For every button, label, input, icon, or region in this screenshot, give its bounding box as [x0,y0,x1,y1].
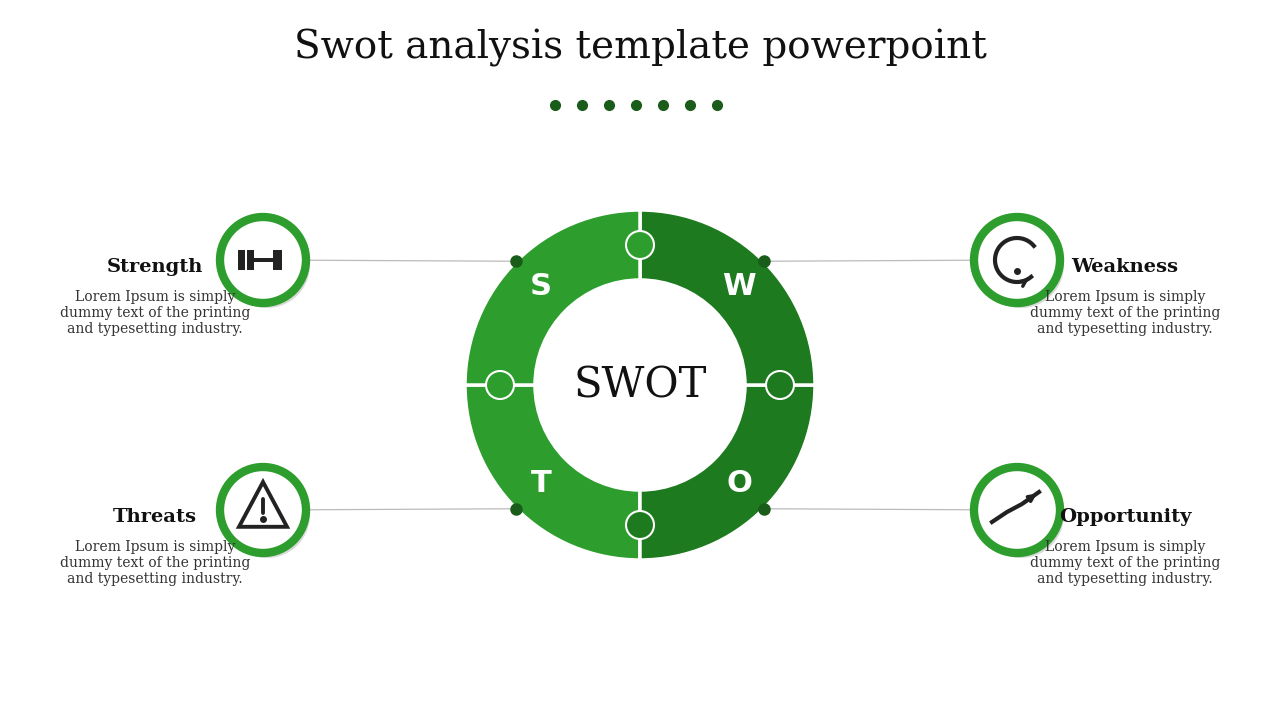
Circle shape [220,217,306,303]
Circle shape [627,267,653,293]
Wedge shape [640,210,815,385]
Text: Swot analysis template powerpoint: Swot analysis template powerpoint [293,29,987,67]
Circle shape [627,477,653,503]
Text: Lorem Ipsum is simply
dummy text of the printing
and typesetting industry.: Lorem Ipsum is simply dummy text of the … [60,540,250,586]
Circle shape [224,472,310,558]
Circle shape [978,472,1064,558]
Wedge shape [465,385,640,560]
Text: Lorem Ipsum is simply
dummy text of the printing
and typesetting industry.: Lorem Ipsum is simply dummy text of the … [1030,540,1220,586]
Text: Lorem Ipsum is simply
dummy text of the printing
and typesetting industry.: Lorem Ipsum is simply dummy text of the … [1030,290,1220,336]
Circle shape [626,511,654,539]
Circle shape [765,371,794,399]
Circle shape [535,280,745,490]
Text: Lorem Ipsum is simply
dummy text of the printing
and typesetting industry.: Lorem Ipsum is simply dummy text of the … [60,290,250,336]
Circle shape [220,467,306,553]
Bar [274,250,282,270]
Text: W: W [722,271,755,300]
Text: Opportunity: Opportunity [1059,508,1192,526]
Circle shape [974,217,1060,303]
Circle shape [626,231,654,259]
Text: SWOT: SWOT [573,364,707,406]
Circle shape [522,372,548,398]
Circle shape [974,467,1060,553]
Bar [247,250,253,270]
Wedge shape [465,210,640,385]
Text: Strength: Strength [106,258,204,276]
Circle shape [978,222,1064,308]
Text: Threats: Threats [113,508,197,526]
Text: S: S [530,271,552,300]
Wedge shape [640,385,815,560]
Text: Weakness: Weakness [1071,258,1179,276]
Circle shape [732,372,758,398]
Text: T: T [531,469,552,498]
Bar [273,250,279,270]
Bar [238,250,244,270]
Bar [248,258,278,262]
Circle shape [224,222,310,308]
Text: O: O [726,469,751,498]
Circle shape [486,371,515,399]
